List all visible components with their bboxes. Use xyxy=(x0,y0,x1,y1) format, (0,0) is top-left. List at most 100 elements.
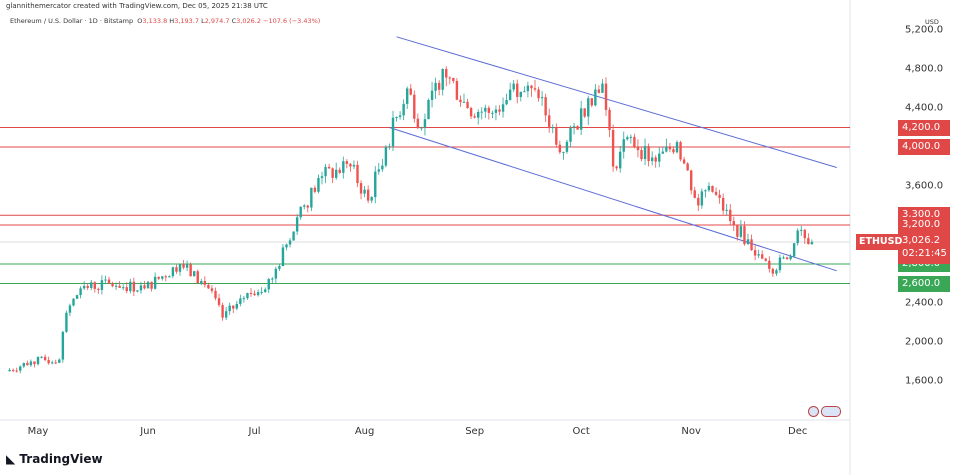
candle-body xyxy=(97,288,100,290)
candle-body xyxy=(640,150,643,160)
candle-body xyxy=(342,161,345,173)
candle-body xyxy=(647,146,650,162)
candle-body xyxy=(693,190,696,198)
candle-body xyxy=(93,282,96,289)
candle-body xyxy=(306,205,309,208)
candle-body xyxy=(182,264,185,268)
event-flag-icon[interactable] xyxy=(808,406,819,417)
candle-body xyxy=(459,99,462,103)
candle-body xyxy=(792,243,796,257)
last-price-value: 3,026.2 xyxy=(902,234,941,246)
candle-body xyxy=(604,83,608,110)
candle-body xyxy=(778,257,782,271)
candle-body xyxy=(143,285,146,289)
candle-body xyxy=(58,359,61,363)
time-tick: Oct xyxy=(572,426,590,437)
candle-body xyxy=(370,197,373,201)
bar-countdown: 02:21:45 xyxy=(902,247,947,259)
candle-body xyxy=(303,205,306,207)
high-label: H xyxy=(169,17,175,25)
candle-body xyxy=(331,168,334,178)
candle-body xyxy=(118,285,121,288)
candle-body xyxy=(445,69,448,78)
candle-body xyxy=(359,183,363,194)
candle-body xyxy=(313,187,317,192)
candle-body xyxy=(228,305,231,312)
candle-body xyxy=(487,107,491,113)
candle-body xyxy=(107,279,111,284)
close-label: C xyxy=(231,17,237,25)
candle-body xyxy=(523,91,526,93)
candle-body xyxy=(416,118,420,129)
candle-body xyxy=(395,116,398,118)
candle-body xyxy=(200,281,203,284)
candle-body xyxy=(274,268,278,279)
candle-body xyxy=(214,290,217,299)
candle-body xyxy=(129,281,132,292)
time-tick: Sep xyxy=(465,426,485,437)
symbol-name[interactable]: Ethereum / U.S. Dollar · 1D · Bitstamp xyxy=(10,17,134,25)
candle-body xyxy=(768,260,771,269)
candle-body xyxy=(668,146,672,150)
candle-body xyxy=(633,136,636,147)
price-tick: 2,400.0 xyxy=(905,297,944,309)
candle-body xyxy=(505,99,508,105)
candle-body xyxy=(409,88,412,95)
candle-body xyxy=(558,144,562,153)
candle-body xyxy=(420,127,423,129)
candle-body xyxy=(19,366,22,371)
candle-body xyxy=(650,157,654,162)
candle-body xyxy=(264,289,267,292)
candle-body xyxy=(753,250,757,256)
level-badge: 4,200.0 xyxy=(898,119,950,136)
candle-body xyxy=(697,197,700,206)
candle-body xyxy=(207,284,210,289)
candle-body xyxy=(526,85,530,92)
candle-body xyxy=(434,82,437,91)
candle-body xyxy=(665,146,668,152)
candle-body xyxy=(590,98,593,106)
candle-body xyxy=(789,256,792,260)
candle-body xyxy=(480,111,483,113)
candle-body xyxy=(136,290,139,292)
symbol-legend: Ethereum / U.S. Dollar · 1D · Bitstamp O… xyxy=(10,17,320,25)
symbol-badge: ETHUSD xyxy=(856,233,902,250)
candle-body xyxy=(114,285,118,287)
candle-body xyxy=(8,369,11,372)
candle-body xyxy=(402,103,405,116)
candle-body xyxy=(579,108,583,130)
candle-body xyxy=(381,165,384,170)
candle-body xyxy=(796,230,799,244)
level-badge: 3,200.0 xyxy=(898,217,950,233)
candle-body xyxy=(153,276,157,289)
candle-body xyxy=(441,69,444,90)
candle-body xyxy=(406,88,409,104)
candle-body xyxy=(455,81,459,100)
candle-body xyxy=(430,90,434,100)
candle-body xyxy=(256,292,260,296)
channel-lower-line xyxy=(389,127,837,272)
price-tick: 3,600.0 xyxy=(905,180,944,192)
candle-body xyxy=(484,107,487,112)
candle-body xyxy=(242,298,246,300)
candle-body xyxy=(26,362,29,366)
high-value: 3,193.7 xyxy=(174,17,199,25)
candle-body xyxy=(324,166,327,177)
candle-body xyxy=(469,108,473,117)
event-flags-icon[interactable] xyxy=(821,406,841,417)
candle-body xyxy=(189,264,192,277)
candle-body xyxy=(785,257,789,260)
logo-text: TradingView xyxy=(19,452,103,466)
price-tick: 1,600.0 xyxy=(905,375,944,387)
candle-body xyxy=(47,360,50,364)
candle-body xyxy=(356,164,359,184)
candle-body xyxy=(335,169,338,178)
candle-body xyxy=(761,254,764,259)
candle-body xyxy=(157,276,160,279)
candle-body xyxy=(736,225,739,237)
candle-body xyxy=(11,369,15,371)
candle-body xyxy=(338,169,341,173)
candle-body xyxy=(15,370,18,372)
candle-body xyxy=(253,293,256,296)
